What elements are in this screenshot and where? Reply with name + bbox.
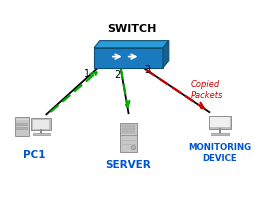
FancyBboxPatch shape <box>31 118 51 131</box>
Text: Copied
Packets: Copied Packets <box>191 80 223 100</box>
FancyBboxPatch shape <box>122 128 135 130</box>
FancyBboxPatch shape <box>211 133 229 135</box>
FancyBboxPatch shape <box>209 116 231 129</box>
Circle shape <box>131 146 136 150</box>
Text: MONITORING
DEVICE: MONITORING DEVICE <box>188 143 251 163</box>
FancyBboxPatch shape <box>120 123 137 152</box>
Polygon shape <box>163 41 169 68</box>
FancyBboxPatch shape <box>33 133 50 135</box>
FancyBboxPatch shape <box>33 120 49 129</box>
FancyBboxPatch shape <box>16 123 27 125</box>
Text: SERVER: SERVER <box>106 160 151 170</box>
FancyBboxPatch shape <box>122 131 135 133</box>
Polygon shape <box>94 41 169 48</box>
FancyBboxPatch shape <box>122 125 135 127</box>
Text: PC1: PC1 <box>23 150 46 160</box>
Text: SWITCH: SWITCH <box>107 24 156 34</box>
Polygon shape <box>94 48 163 68</box>
Text: 2: 2 <box>114 70 120 80</box>
Text: 1: 1 <box>83 69 90 79</box>
FancyBboxPatch shape <box>15 117 29 136</box>
Text: 3: 3 <box>144 65 151 75</box>
FancyBboxPatch shape <box>16 127 27 129</box>
FancyBboxPatch shape <box>210 117 230 127</box>
